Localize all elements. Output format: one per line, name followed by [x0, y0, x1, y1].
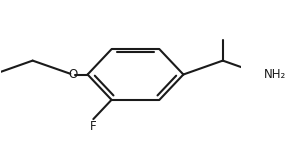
Text: F: F [90, 120, 97, 133]
Text: NH₂: NH₂ [264, 68, 286, 81]
Text: O: O [69, 68, 78, 81]
